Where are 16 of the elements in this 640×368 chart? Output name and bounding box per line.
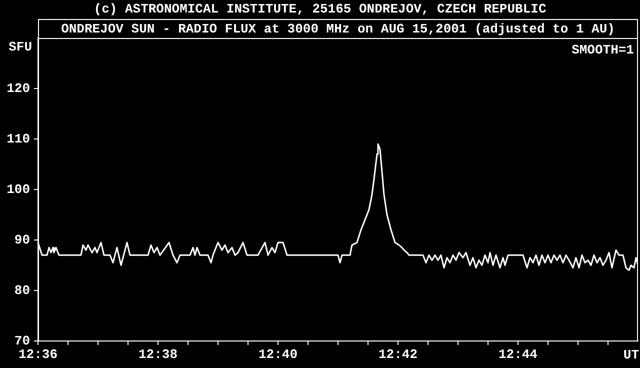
y-tick-label: 110	[6, 131, 30, 146]
x-axis-title: UT	[623, 347, 640, 362]
chart-title: (c) ASTRONOMICAL INSTITUTE, 25165 ONDREJOV, CZECH REPUBLIC	[94, 1, 546, 16]
y-tick-label: 90	[14, 232, 30, 248]
x-tick-label: 12:44	[498, 347, 538, 362]
y-tick-label: 80	[14, 282, 30, 298]
x-tick-label: 12:42	[378, 347, 418, 362]
x-tick-label: 12:38	[138, 347, 178, 362]
x-tick-label: 12:40	[258, 347, 298, 362]
annotation: SMOOTH=1	[572, 42, 634, 58]
y-tick-label: 100	[6, 182, 30, 197]
y-axis-title: SFU	[8, 39, 32, 54]
y-tick-label: 70	[14, 333, 30, 348]
y-tick-label: 120	[6, 80, 30, 96]
x-tick-label: 12:36	[18, 347, 58, 362]
chart-subtitle: ONDREJOV SUN - RADIO FLUX at 3000 MHz on AUG 15,2001 (adjusted to 1 AU)	[61, 21, 615, 36]
